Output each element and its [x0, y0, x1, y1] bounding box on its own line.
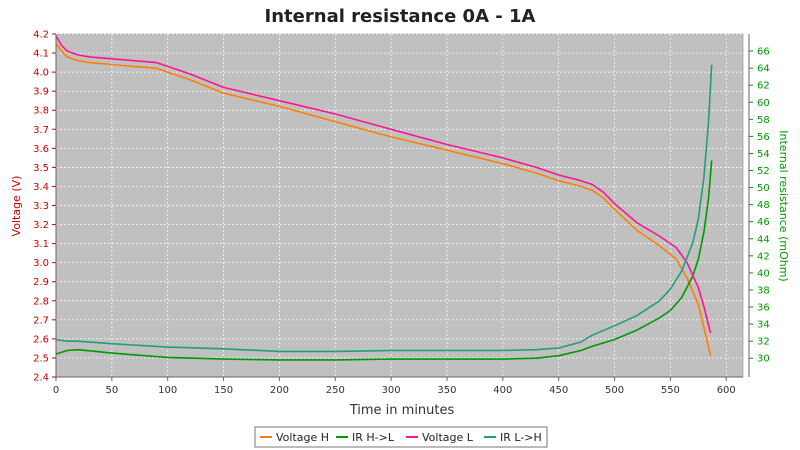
left-tick-label: 3.5: [33, 163, 49, 174]
right-tick-label: 48: [757, 200, 770, 211]
left-tick-label: 3.9: [33, 87, 49, 98]
x-tick-label: 500: [605, 385, 624, 396]
left-tick-label: 3.8: [33, 106, 49, 117]
right-tick-label: 30: [757, 354, 770, 365]
left-tick-label: 3.1: [33, 239, 49, 250]
right-tick-label: 32: [757, 337, 770, 348]
legend-label: IR H->L: [352, 431, 395, 444]
right-tick-label: 66: [757, 47, 770, 58]
series-line-voltage-h: [55, 43, 712, 357]
left-tick-label: 4.1: [33, 49, 49, 60]
left-tick-label: 3.7: [33, 125, 49, 136]
right-tick-label: 38: [757, 285, 770, 296]
x-tick-label: 300: [382, 385, 401, 396]
x-tick-label: 200: [270, 385, 289, 396]
legend-label: Voltage H: [276, 431, 329, 444]
left-tick-label: 2.5: [33, 353, 49, 364]
right-tick-label: 50: [757, 183, 770, 194]
series-line-ir-l-h: [55, 64, 713, 353]
x-tick-label: 350: [437, 385, 456, 396]
right-tick-label: 60: [757, 98, 770, 109]
left-tick-label: 2.4: [33, 373, 49, 384]
right-tick-label: 58: [757, 115, 770, 126]
right-tick-label: 46: [757, 217, 770, 228]
x-tick-label: 0: [53, 385, 59, 396]
left-tick-label: 3.3: [33, 201, 49, 212]
x-tick-label: 50: [105, 385, 118, 396]
right-tick-label: 52: [757, 166, 770, 177]
right-tick-label: 42: [757, 251, 770, 262]
x-tick-label: 550: [661, 385, 680, 396]
right-tick-label: 54: [757, 149, 770, 160]
right-tick-label: 40: [757, 268, 770, 279]
x-tick-label: 150: [214, 385, 233, 396]
series-line-voltage-l: [55, 35, 712, 334]
right-tick-label: 64: [757, 64, 770, 75]
chart-title: Internal resistance 0A - 1A: [265, 6, 536, 27]
right-axis-ticks: 30 32 34 36 38 40 42 44 46 48 50 52 54 56 58 60 62 64 66: [749, 47, 770, 365]
left-tick-label: 2.8: [33, 296, 49, 307]
plot-area: [55, 33, 744, 378]
right-tick-label: 34: [757, 320, 770, 331]
x-axis-ticks: 0 50 100 150 200 250 300 350 400 450 500 550 600: [53, 377, 736, 396]
left-tick-label: 3.2: [33, 220, 49, 231]
x-tick-label: 250: [326, 385, 345, 396]
right-tick-label: 56: [757, 132, 770, 143]
x-tick-label: 600: [717, 385, 736, 396]
series-lines: [55, 35, 713, 361]
left-tick-label: 4.2: [33, 30, 49, 41]
x-axis-title: Time in minutes: [349, 403, 455, 418]
left-tick-label: 3.4: [33, 182, 49, 193]
left-tick-label: 2.9: [33, 277, 49, 288]
x-tick-label: 100: [158, 385, 177, 396]
right-tick-label: 62: [757, 81, 770, 92]
x-tick-label: 400: [493, 385, 512, 396]
legend-box: [254, 426, 548, 448]
left-tick-label: 2.6: [33, 334, 49, 345]
right-tick-label: 36: [757, 303, 770, 314]
legend-label: IR L->H: [500, 431, 542, 444]
left-tick-label: 4.0: [33, 68, 49, 79]
left-tick-label: 3.6: [33, 144, 49, 155]
right-tick-label: 44: [757, 234, 770, 245]
right-axis-title: Internal resistance (mOhm): [777, 130, 790, 281]
legend: Voltage H IR H->L Voltage L IR L->H: [260, 431, 542, 444]
left-tick-label: 2.7: [33, 315, 49, 326]
left-axis-ticks: 2.4 2.5 2.6 2.7 2.8 2.9 3.0 3.1 3.2 3.3 3.4 3.5 3.6 3…: [33, 30, 56, 384]
legend-label: Voltage L: [422, 431, 474, 444]
left-tick-label: 3.0: [33, 258, 49, 269]
left-axis-title: Voltage (V): [10, 176, 23, 237]
x-tick-label: 450: [549, 385, 568, 396]
